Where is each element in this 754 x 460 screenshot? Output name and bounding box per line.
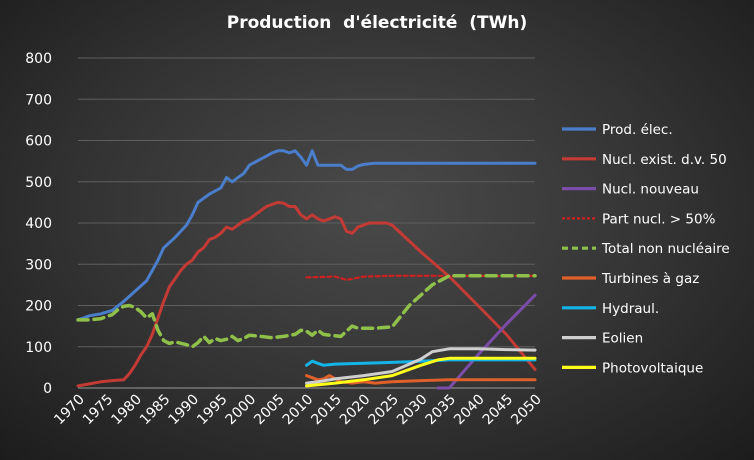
legend-label: Total non nucléaire	[601, 241, 730, 257]
x-tick-label: 2030	[394, 392, 431, 429]
y-tick-label: 100	[25, 340, 52, 356]
legend-label: Nucl. nouveau	[602, 182, 699, 198]
x-tick-label: 2015	[308, 392, 345, 429]
y-tick-label: 700	[25, 92, 52, 108]
y-tick-label: 600	[25, 134, 52, 150]
x-tick-label: 2035	[423, 392, 460, 429]
y-tick-label: 400	[25, 216, 52, 232]
series-line-total-non-nucleaire	[76, 274, 537, 349]
plot-area	[76, 149, 537, 390]
series-line-photovoltaique	[305, 356, 537, 388]
legend-label: Eolien	[602, 331, 643, 347]
y-axis-ticks: 0 100 200 300 400 500 600 700 800	[25, 51, 52, 397]
series-line-prod-elec	[76, 149, 537, 322]
x-tick-label: 1970	[51, 392, 88, 429]
legend-label: Photovoltaique	[602, 360, 703, 376]
chart-title: Production d'électricité (TWh)	[227, 13, 528, 33]
series-line-hydraul	[305, 358, 537, 367]
gridlines	[78, 57, 535, 389]
x-tick-label: 2050	[508, 392, 545, 429]
legend-label: Nucl. exist. d.v. 50	[602, 152, 727, 168]
legend: Prod. élec. Nucl. exist. d.v. 50 Nucl. nou…	[562, 122, 730, 376]
x-tick-label: 2010	[280, 392, 317, 429]
y-tick-label: 300	[25, 257, 52, 273]
y-tick-label: 500	[25, 175, 52, 191]
x-tick-label: 1980	[108, 392, 145, 429]
y-tick-label: 200	[25, 299, 52, 315]
x-tick-label: 2005	[251, 392, 288, 429]
series-line-nucl-nouveau	[436, 293, 537, 390]
y-tick-label: 0	[43, 381, 52, 397]
legend-label: Turbines à gaz	[601, 271, 699, 287]
x-tick-label: 2020	[337, 392, 374, 429]
x-tick-label: 2045	[480, 392, 517, 429]
legend-label: Part nucl. > 50%	[602, 211, 716, 227]
series-line-nucl-exist-d-v-50	[76, 200, 537, 388]
x-axis-ticks: 1970197519801985199019952000200520102015…	[51, 392, 545, 429]
x-tick-label: 2000	[223, 392, 260, 429]
legend-label: Prod. élec.	[602, 122, 673, 138]
x-tick-label: 1995	[194, 392, 231, 429]
series-line-eolien	[305, 347, 537, 385]
x-tick-label: 1985	[137, 392, 174, 429]
series-line-turbines-a-gaz	[305, 374, 537, 385]
x-tick-label: 1990	[166, 392, 203, 429]
y-tick-label: 800	[25, 51, 52, 67]
x-tick-label: 2040	[451, 392, 488, 429]
x-tick-label: 2025	[366, 392, 403, 429]
x-tick-label: 1975	[80, 392, 117, 429]
legend-label: Hydraul.	[602, 301, 659, 317]
